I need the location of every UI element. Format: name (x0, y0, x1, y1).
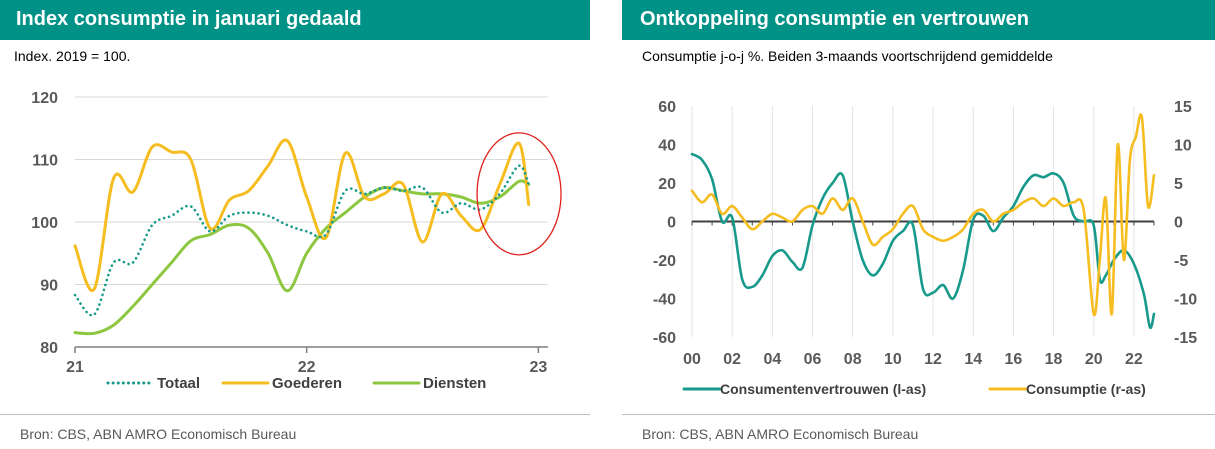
y-tick-label: 90 (40, 278, 58, 295)
right-chart-panel: Ontkoppeling consumptie en vertrouwen Co… (622, 0, 1215, 449)
legend-label-consumptie-r-as: Consumptie (r-as) (1026, 381, 1146, 397)
series-line-goederen (73, 138, 531, 293)
highlight-ellipse (476, 132, 562, 256)
left-chart-source: Bron: CBS, ABN AMRO Economisch Bureau (20, 426, 297, 442)
left-y-tick-label: 20 (658, 176, 676, 193)
x-tick-label: 06 (804, 351, 822, 368)
x-tick-label: 00 (683, 351, 701, 368)
series-line-totaal (73, 164, 530, 317)
right-y-tick-label: 0 (1174, 215, 1183, 232)
x-tick-label: 04 (763, 351, 781, 368)
right-y-tick-label: 15 (1174, 99, 1192, 116)
right-chart-header: Ontkoppeling consumptie en vertrouwen (622, 0, 1215, 40)
series-line-diensten (73, 179, 531, 336)
x-tick-label: 20 (1085, 351, 1103, 368)
left-chart-panel: Index consumptie in januari gedaald Inde… (0, 0, 590, 449)
right-y-tick-label: 5 (1174, 176, 1183, 193)
x-tick-label: 23 (529, 359, 547, 376)
right-source-divider (622, 414, 1215, 415)
left-chart-title: Index consumptie in januari gedaald (16, 8, 362, 30)
right-chart-title: Ontkoppeling consumptie en vertrouwen (640, 8, 1029, 30)
series-line-consumptie-r-as (690, 113, 1156, 317)
left-y-tick-label: 60 (658, 99, 676, 116)
x-tick-label: 18 (1045, 351, 1063, 368)
x-tick-label: 16 (1004, 351, 1022, 368)
left-y-tick-label: -60 (653, 330, 676, 347)
y-tick-label: 80 (40, 340, 58, 357)
left-y-tick-label: 0 (667, 215, 676, 232)
left-chart-header: Index consumptie in januari gedaald (0, 0, 590, 40)
right-y-tick-label: 10 (1174, 138, 1192, 155)
legend-label-totaal: Totaal (157, 375, 200, 392)
right-y-tick-label: -15 (1174, 330, 1197, 347)
x-tick-label: 12 (924, 351, 942, 368)
right-chart-source: Bron: CBS, ABN AMRO Economisch Bureau (642, 426, 919, 442)
x-tick-label: 22 (1125, 351, 1143, 368)
legend-label-goederen: Goederen (272, 375, 342, 392)
right-chart-subtitle: Consumptie j-o-j %. Beiden 3-maands voor… (642, 48, 1053, 64)
right-y-tick-label: -10 (1174, 292, 1197, 309)
x-tick-label: 02 (723, 351, 741, 368)
x-tick-label: 08 (844, 351, 862, 368)
series-line-consumentenvertrouwen-l-as (690, 152, 1156, 330)
right-line-chart: 00 02 04 06 08 10 12 14 16 18 20 22 -60 -40 -20 0 20 40 60… (653, 99, 1197, 397)
y-tick-label: 120 (31, 90, 58, 107)
left-source-divider (0, 414, 590, 415)
left-y-tick-label: 40 (658, 138, 676, 155)
x-tick-label: 10 (884, 351, 902, 368)
x-tick-label: 14 (964, 351, 982, 368)
left-y-tick-label: -40 (653, 292, 676, 309)
left-chart-subtitle: Index. 2019 = 100. (14, 48, 131, 64)
legend-label-diensten: Diensten (423, 375, 486, 392)
y-tick-label: 100 (31, 215, 58, 232)
left-y-tick-label: -20 (653, 253, 676, 270)
x-tick-label: 22 (298, 359, 316, 376)
y-tick-label: 110 (32, 153, 58, 170)
right-y-tick-label: -5 (1174, 253, 1188, 270)
left-line-chart: 80 90 100 110 120 21 22 23 Totaal Goederen Dienste… (31, 90, 562, 392)
x-tick-label: 21 (66, 359, 84, 376)
legend-label-consumentenvertrouwen-l-as: Consumentenvertrouwen (l-as) (720, 381, 926, 397)
